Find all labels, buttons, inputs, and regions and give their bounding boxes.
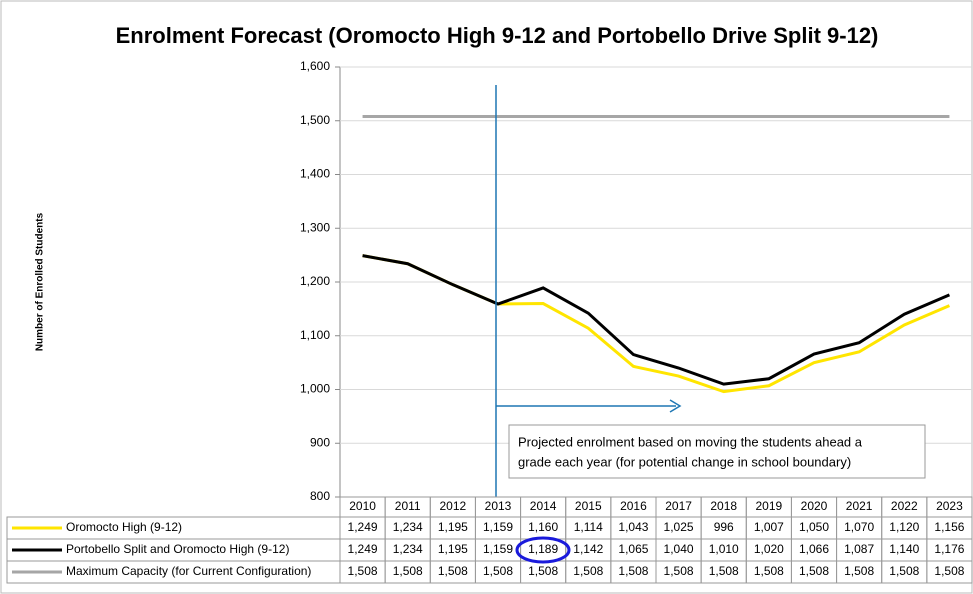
- x-tick-label: 2021: [846, 499, 873, 513]
- table-value: 1,508: [664, 564, 694, 578]
- table-value: 1,040: [664, 542, 694, 556]
- x-tick-label: 2010: [349, 499, 376, 513]
- x-tick-label: 2018: [710, 499, 737, 513]
- table-value: 1,508: [348, 564, 378, 578]
- table-value: 1,508: [799, 564, 829, 578]
- series-line: [362, 254, 951, 386]
- table-value: 1,508: [438, 564, 468, 578]
- table-cell: [926, 560, 973, 584]
- table-value: 1,176: [934, 542, 964, 556]
- y-tick-label: 1,400: [300, 167, 330, 181]
- legend-label: Oromocto High (9-12): [66, 520, 182, 534]
- x-tick-label: 2013: [485, 499, 512, 513]
- annotation-box: [508, 424, 926, 479]
- x-tick-label: 2017: [665, 499, 692, 513]
- x-tick-label: 2023: [936, 499, 963, 513]
- y-tick-label: 1,200: [300, 274, 330, 288]
- x-tick-label: 2011: [395, 499, 421, 513]
- table-value: 1,195: [438, 520, 468, 534]
- table-value: 1,050: [799, 520, 829, 534]
- table-value: 1,508: [754, 564, 784, 578]
- table-value: 1,159: [483, 520, 513, 534]
- table-value: 1,070: [844, 520, 874, 534]
- table-value: 1,508: [709, 564, 739, 578]
- table-value: 1,066: [799, 542, 829, 556]
- table-value: 1,508: [889, 564, 919, 578]
- y-tick-label: 1,600: [300, 59, 330, 73]
- table-value: 1,020: [754, 542, 784, 556]
- x-tick-label: 2016: [620, 499, 647, 513]
- annotation: grade each year (for potential change in…: [518, 454, 851, 469]
- legend-label: Portobello Split and Oromocto High (9-12…: [66, 542, 289, 556]
- chart-title: Enrolment Forecast (Oromocto High 9-12 a…: [116, 23, 879, 48]
- plot-area: 800 900 1,000 1,100 1,200 1,300 1,400 1,500 1,60…: [300, 59, 972, 503]
- table-value: 1,508: [483, 564, 513, 578]
- y-tick-label: 1,500: [300, 113, 330, 127]
- table-value: 1,508: [393, 564, 423, 578]
- table-value: 1,159: [483, 542, 513, 556]
- y-tick-label: 1,300: [300, 220, 330, 234]
- y-tick-label: 900: [310, 435, 330, 449]
- table-value: 1,508: [618, 564, 648, 578]
- table-value: 1,140: [889, 542, 919, 556]
- table-value: 1,087: [844, 542, 874, 556]
- table-value: 1,142: [573, 542, 603, 556]
- table-value: 1,508: [528, 564, 558, 578]
- arrow-head: [669, 399, 682, 413]
- x-tick-label: 2022: [891, 499, 918, 513]
- table-value: 1,025: [664, 520, 694, 534]
- table-value: 1,234: [393, 542, 423, 556]
- table-value: 1,010: [709, 542, 739, 556]
- x-tick-label: 2012: [440, 499, 467, 513]
- table-value: 1,065: [618, 542, 648, 556]
- table-value: 1,120: [889, 520, 919, 534]
- table-value: 1,114: [574, 520, 603, 534]
- table-value: 1,160: [528, 520, 558, 534]
- table-value: 1,043: [618, 520, 648, 534]
- table-value: 1,195: [438, 542, 468, 556]
- data-table: 2010 2011 2012 2013 2014 2015 2016 2017 2018 2019…: [6, 496, 973, 584]
- legend-label: Maximum Capacity (for Current Configurat…: [66, 564, 311, 578]
- table-value: 1,234: [393, 520, 423, 534]
- annotation: Projected enrolment based on moving the …: [518, 434, 863, 449]
- table-value: 1,189: [528, 542, 558, 556]
- highlight: [515, 536, 571, 564]
- table-value: 1,007: [754, 520, 784, 534]
- x-tick-label: 2014: [530, 499, 557, 513]
- table-value: 1,508: [573, 564, 603, 578]
- y-tick-label: 800: [310, 489, 330, 503]
- table-value: 1,156: [934, 520, 964, 534]
- x-tick-label: 2015: [575, 499, 602, 513]
- x-tick-label: 2019: [756, 499, 783, 513]
- table-value: 1,508: [934, 564, 964, 578]
- table-value: 1,508: [844, 564, 874, 578]
- table-value: 996: [714, 520, 734, 534]
- table-value: 1,249: [348, 520, 378, 534]
- y-tick-label: 1,000: [300, 382, 330, 396]
- x-tick-label: 2020: [801, 499, 828, 513]
- y-tick-label: 1,100: [300, 328, 330, 342]
- y-axis-label: Number of Enrolled Students: [35, 212, 46, 351]
- table-value: 1,249: [348, 542, 378, 556]
